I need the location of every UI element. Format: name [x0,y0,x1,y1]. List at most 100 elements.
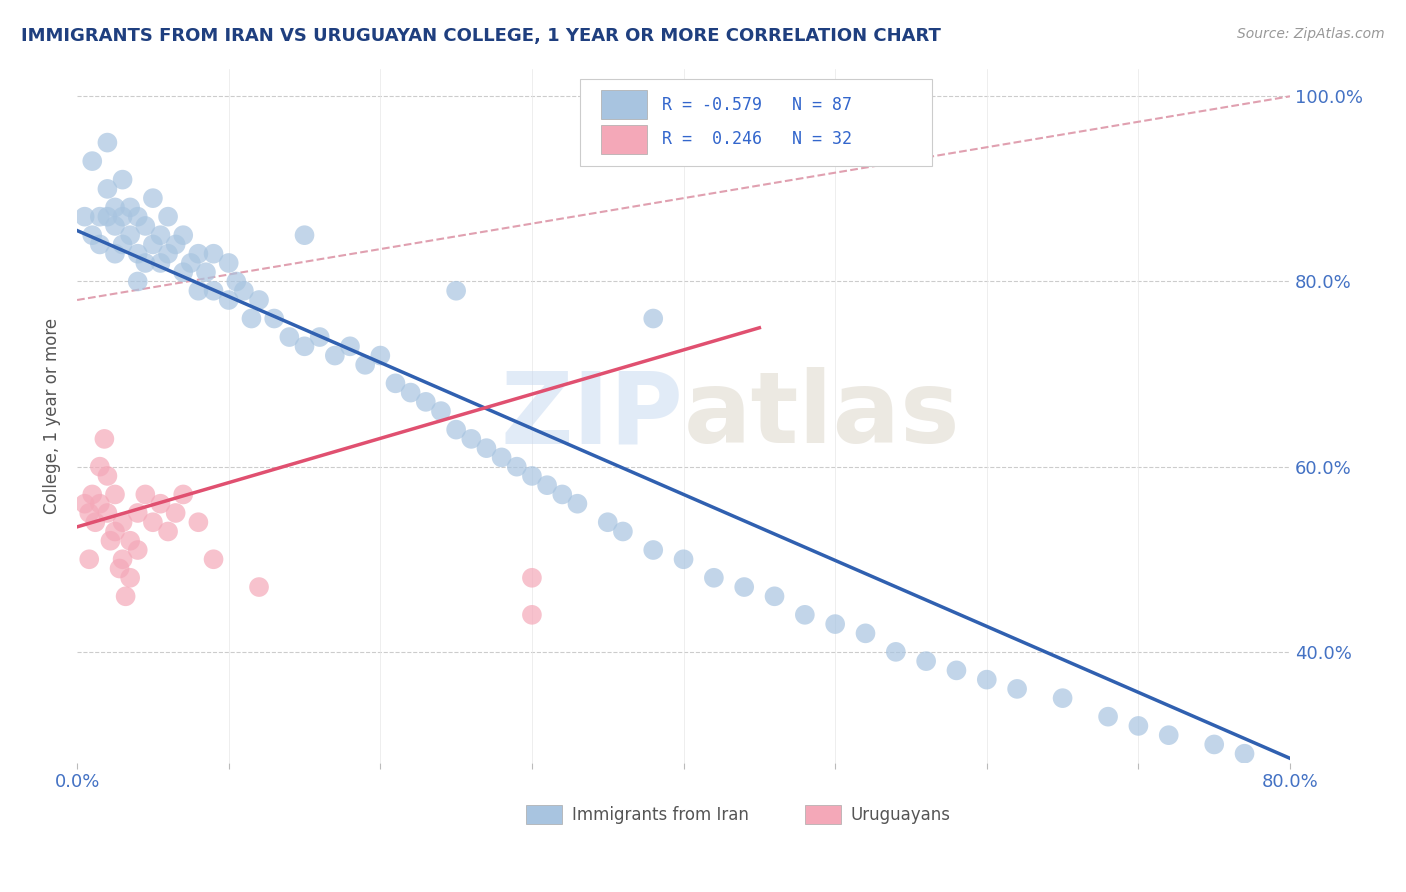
Point [596,515,619,529]
Point [824,617,846,632]
Point [354,358,377,372]
Point [157,246,180,260]
Point [93,432,115,446]
Point [111,172,134,186]
Point [945,664,967,678]
Point [672,552,695,566]
Point [460,432,482,446]
Point [444,284,467,298]
Text: Uruguayans: Uruguayans [851,806,950,824]
Point [111,210,134,224]
Point [202,552,225,566]
Point [96,210,118,224]
Point [111,515,134,529]
Point [82,154,104,169]
Point [127,543,149,558]
Text: IMMIGRANTS FROM IRAN VS URUGUAYAN COLLEGE, 1 YEAR OR MORE CORRELATION CHART: IMMIGRANTS FROM IRAN VS URUGUAYAN COLLEG… [21,27,941,45]
Point [643,543,665,558]
Point [308,330,330,344]
Point [104,219,127,233]
Point [96,136,118,150]
Point [1052,691,1074,706]
Point [89,210,111,224]
Point [339,339,361,353]
Point [247,293,270,307]
Point [1204,738,1226,752]
Point [82,228,104,243]
Point [104,246,127,260]
Point [149,228,172,243]
Point [202,284,225,298]
FancyBboxPatch shape [581,78,932,166]
Point [142,515,165,529]
Point [278,330,301,344]
Point [127,275,149,289]
Point [430,404,453,418]
Point [733,580,755,594]
Point [884,645,907,659]
Point [77,552,100,566]
Point [142,191,165,205]
Point [96,182,118,196]
Point [240,311,263,326]
Point [89,459,111,474]
Point [172,265,194,279]
Point [763,589,786,603]
Point [915,654,938,668]
Point [172,228,194,243]
Point [127,246,149,260]
Point [855,626,877,640]
Point [84,515,107,529]
Text: atlas: atlas [683,368,960,464]
Point [157,524,180,539]
Point [263,311,285,326]
Point [149,497,172,511]
Point [976,673,998,687]
Point [111,237,134,252]
Point [793,607,815,622]
Point [202,246,225,260]
Point [180,256,202,270]
Point [703,571,725,585]
Text: R = -0.579   N = 87: R = -0.579 N = 87 [662,95,852,113]
Point [187,515,209,529]
Point [100,533,122,548]
Point [104,487,127,501]
Point [612,524,634,539]
Point [187,246,209,260]
Point [370,349,392,363]
Point [225,275,247,289]
Point [142,237,165,252]
Point [475,441,498,455]
Point [134,219,156,233]
Point [232,284,254,298]
Point [96,506,118,520]
Bar [804,805,841,824]
Point [1005,681,1028,696]
Bar [602,90,647,120]
Point [506,459,529,474]
Point [384,376,406,391]
Point [520,607,543,622]
Point [134,256,156,270]
Point [120,201,142,215]
Point [187,284,209,298]
Point [120,571,142,585]
Point [1157,728,1180,742]
Point [520,469,543,483]
Point [567,497,589,511]
Point [165,237,187,252]
Point [218,293,240,307]
Point [399,385,422,400]
Point [157,210,180,224]
Point [1233,747,1256,761]
Point [294,228,316,243]
Point [114,589,136,603]
Point [89,237,111,252]
Bar [526,805,562,824]
Point [172,487,194,501]
Point [73,210,96,224]
Point [82,487,104,501]
Point [643,311,665,326]
Point [536,478,558,492]
